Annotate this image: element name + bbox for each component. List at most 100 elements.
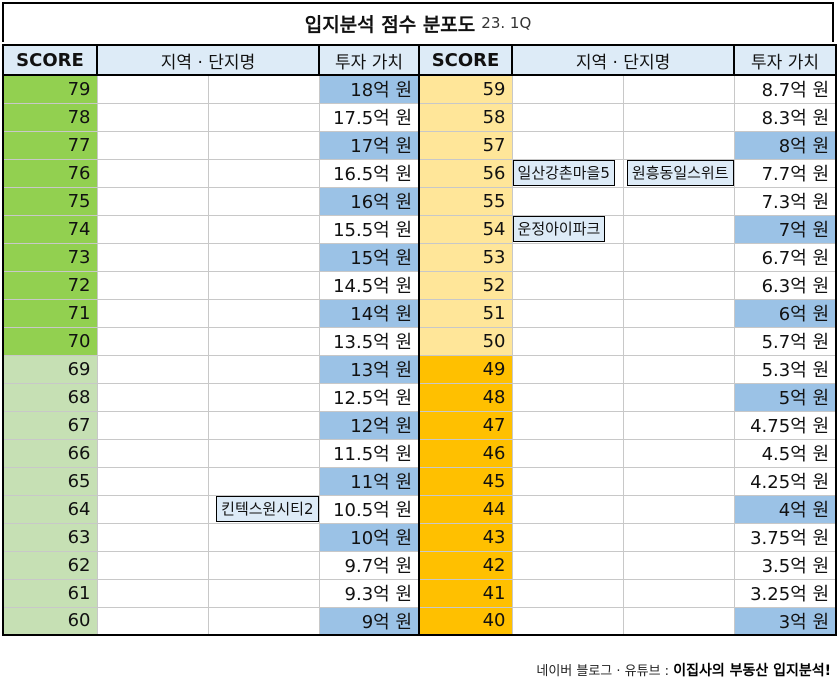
complex-tag: 원흥동일스위트 <box>626 160 734 186</box>
score-cell: 52 <box>418 270 513 300</box>
region-cell <box>96 382 209 412</box>
region-cell <box>207 186 320 216</box>
score-cell: 61 <box>2 578 98 608</box>
score-cell: 60 <box>2 606 98 636</box>
region-cell <box>622 354 735 384</box>
value-cell: 15억 원 <box>318 242 421 272</box>
value-cell: 7.7억 원 <box>733 158 837 188</box>
region-cell <box>96 550 209 580</box>
region-cell <box>96 494 209 524</box>
value-cell: 4.75억 원 <box>733 410 837 440</box>
region-cell <box>622 242 735 272</box>
footer-prefix: 네이버 블로그 · 유튜브 : <box>536 664 674 679</box>
region-cell <box>622 382 735 412</box>
table-row: 74 15.5억 원 54 운정아이파크 7억 원 <box>2 214 837 244</box>
table-row: 75 16억 원 55 7.3억 원 <box>2 186 837 216</box>
score-cell: 76 <box>2 158 98 188</box>
score-cell: 73 <box>2 242 98 272</box>
region-cell <box>622 494 735 524</box>
value-cell: 17억 원 <box>318 130 421 160</box>
score-cell: 46 <box>418 438 513 468</box>
value-cell: 5.7억 원 <box>733 326 837 356</box>
region-cell <box>622 186 735 216</box>
table-row: 71 14억 원 51 6억 원 <box>2 298 837 328</box>
region-cell <box>96 74 209 104</box>
region-cell: 운정아이파크 <box>511 214 624 244</box>
region-cell <box>207 270 320 300</box>
score-cell: 72 <box>2 270 98 300</box>
score-cell: 48 <box>418 382 513 412</box>
region-cell <box>622 578 735 608</box>
region-cell <box>96 578 209 608</box>
score-cell: 78 <box>2 102 98 132</box>
region-cell <box>207 410 320 440</box>
region-cell: 킨텍스원시티2 <box>207 494 320 524</box>
region-cell <box>207 354 320 384</box>
region-cell <box>511 326 624 356</box>
header-region-right: 지역 · 단지명 <box>511 44 736 76</box>
region-cell <box>207 214 320 244</box>
header-score-left: SCORE <box>2 44 98 76</box>
region-cell <box>511 606 624 636</box>
region-cell <box>622 298 735 328</box>
region-cell <box>622 466 735 496</box>
region-cell <box>207 298 320 328</box>
value-cell: 6.7억 원 <box>733 242 837 272</box>
value-cell: 12억 원 <box>318 410 421 440</box>
score-cell: 45 <box>418 466 513 496</box>
table-row: 73 15억 원 53 6.7억 원 <box>2 242 837 272</box>
region-cell <box>622 102 735 132</box>
region-cell <box>622 326 735 356</box>
score-cell: 54 <box>418 214 513 244</box>
table-row: 64 킨텍스원시티2 10.5억 원 44 4억 원 <box>2 494 837 524</box>
region-cell <box>622 522 735 552</box>
region-cell <box>622 130 735 160</box>
region-cell <box>511 578 624 608</box>
value-cell: 8.3억 원 <box>733 102 837 132</box>
region-cell <box>511 186 624 216</box>
score-cell: 58 <box>418 102 513 132</box>
region-cell <box>96 186 209 216</box>
score-cell: 77 <box>2 130 98 160</box>
region-cell <box>96 242 209 272</box>
region-cell <box>96 354 209 384</box>
score-table: SCORE 지역 · 단지명 투자 가치 SCORE 지역 · 단지명 투자 가… <box>2 44 837 636</box>
score-cell: 64 <box>2 494 98 524</box>
table-row: 61 9.3억 원 41 3.25억 원 <box>2 578 837 608</box>
value-cell: 7.3억 원 <box>733 186 837 216</box>
table-row: 76 16.5억 원 56 일산강촌마을5 원흥동일스위트 7.7억 원 <box>2 158 837 188</box>
table-row: 63 10억 원 43 3.75억 원 <box>2 522 837 552</box>
region-cell <box>207 242 320 272</box>
score-cell: 63 <box>2 522 98 552</box>
score-cell: 56 <box>418 158 513 188</box>
value-cell: 8억 원 <box>733 130 837 160</box>
table-row: 68 12.5억 원 48 5억 원 <box>2 382 837 412</box>
table-row: 79 18억 원 59 8.7억 원 <box>2 74 837 104</box>
score-cell: 69 <box>2 354 98 384</box>
value-cell: 3억 원 <box>733 606 837 636</box>
value-cell: 16억 원 <box>318 186 421 216</box>
score-cell: 42 <box>418 550 513 580</box>
region-cell <box>511 466 624 496</box>
region-cell <box>96 466 209 496</box>
region-cell <box>622 74 735 104</box>
value-cell: 9.7억 원 <box>318 550 421 580</box>
value-cell: 3.5억 원 <box>733 550 837 580</box>
table-row: 66 11.5억 원 46 4.5억 원 <box>2 438 837 468</box>
value-cell: 9.3억 원 <box>318 578 421 608</box>
score-cell: 40 <box>418 606 513 636</box>
header-score-right: SCORE <box>418 44 514 76</box>
header-region-left: 지역 · 단지명 <box>95 44 321 76</box>
table-row: 70 13.5억 원 50 5.7억 원 <box>2 326 837 356</box>
region-cell <box>511 550 624 580</box>
value-cell: 14.5억 원 <box>318 270 421 300</box>
value-cell: 10.5억 원 <box>318 494 421 524</box>
region-cell <box>511 494 624 524</box>
score-cell: 59 <box>418 74 513 104</box>
header-value-left: 투자 가치 <box>318 44 421 76</box>
score-cell: 66 <box>2 438 98 468</box>
region-cell <box>207 522 320 552</box>
score-cell: 57 <box>418 130 513 160</box>
region-cell: 원흥동일스위트 <box>622 158 735 188</box>
region-cell <box>96 606 209 636</box>
